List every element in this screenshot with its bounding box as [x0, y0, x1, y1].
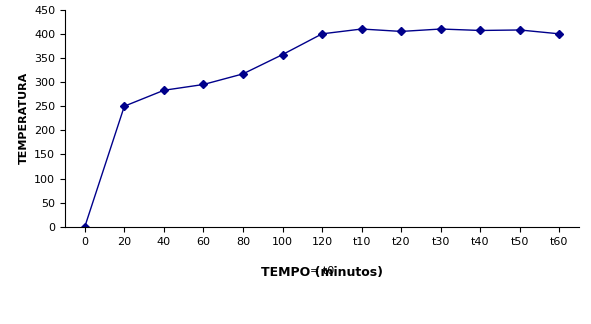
Line: Temperatura (ºC): Temperatura (ºC) [82, 26, 562, 230]
Temperatura (ºC) [556, 32, 563, 36]
Temperatura (ºC) [358, 27, 365, 31]
Temperatura (ºC) [517, 28, 524, 32]
Temperatura (ºC) [437, 27, 444, 31]
Temperatura (ºC) [239, 72, 246, 76]
Y-axis label: TEMPERATURA: TEMPERATURA [18, 72, 28, 164]
Temperatura (ºC) [200, 83, 207, 87]
Text: = t0: = t0 [310, 266, 335, 276]
Temperatura (ºC) [81, 225, 88, 229]
Temperatura (ºC) [160, 88, 167, 92]
Temperatura (ºC) [279, 52, 286, 56]
Temperatura (ºC) [477, 29, 484, 32]
Temperatura (ºC) [398, 29, 405, 33]
X-axis label: TEMPO (minutos): TEMPO (minutos) [261, 266, 383, 279]
Temperatura (ºC) [121, 104, 128, 108]
Temperatura (ºC) [319, 32, 326, 36]
